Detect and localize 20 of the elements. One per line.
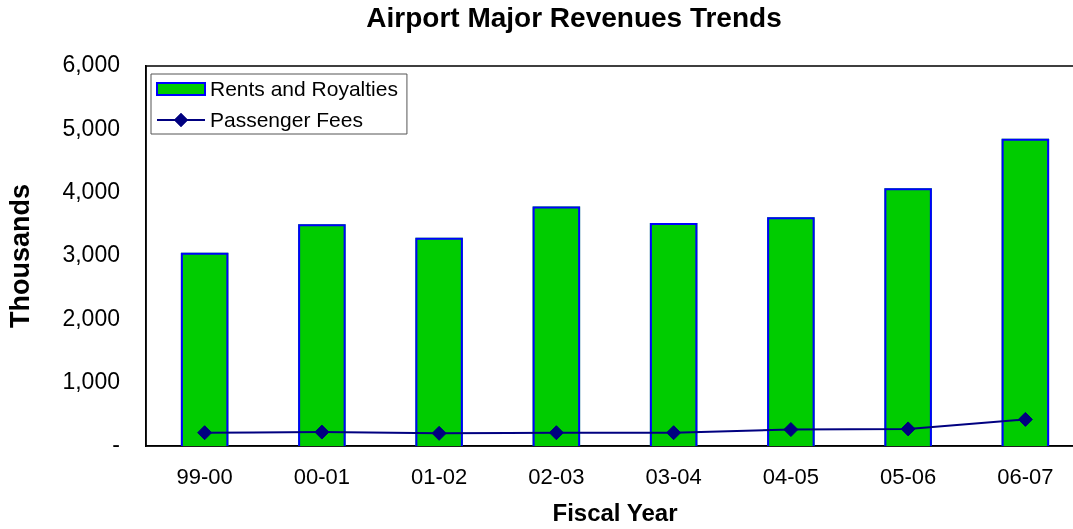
- x-axis-title: Fiscal Year: [552, 499, 678, 527]
- x-tick-label: 01-02: [410, 464, 468, 490]
- chart-title: Airport Major Revenues Trends: [366, 1, 782, 33]
- y-tick-label: 3,000: [62, 241, 120, 268]
- y-tick-label: 1,000: [62, 368, 120, 395]
- legend-label: Rents and Royalties: [210, 76, 398, 100]
- legend-label: Passenger Fees: [210, 107, 363, 131]
- x-tick-label: 05-06: [879, 464, 937, 490]
- x-tick-label: 04-05: [762, 464, 820, 490]
- x-tick-label: 03-04: [645, 464, 702, 490]
- x-tick-label: 02-03: [528, 464, 585, 490]
- y-tick-label: 5,000: [62, 114, 120, 141]
- y-axis-title: Thousands: [4, 183, 35, 329]
- y-tick-label: 4,000: [62, 178, 120, 205]
- y-tick-label: 2,000: [62, 304, 120, 331]
- x-tick-label: 99-00: [176, 464, 233, 490]
- y-tick-label: 6,000: [62, 51, 120, 78]
- x-tick-label: 00-01: [293, 464, 351, 490]
- y-tick-label: -: [112, 431, 120, 458]
- x-tick-label: 06-07: [997, 464, 1054, 490]
